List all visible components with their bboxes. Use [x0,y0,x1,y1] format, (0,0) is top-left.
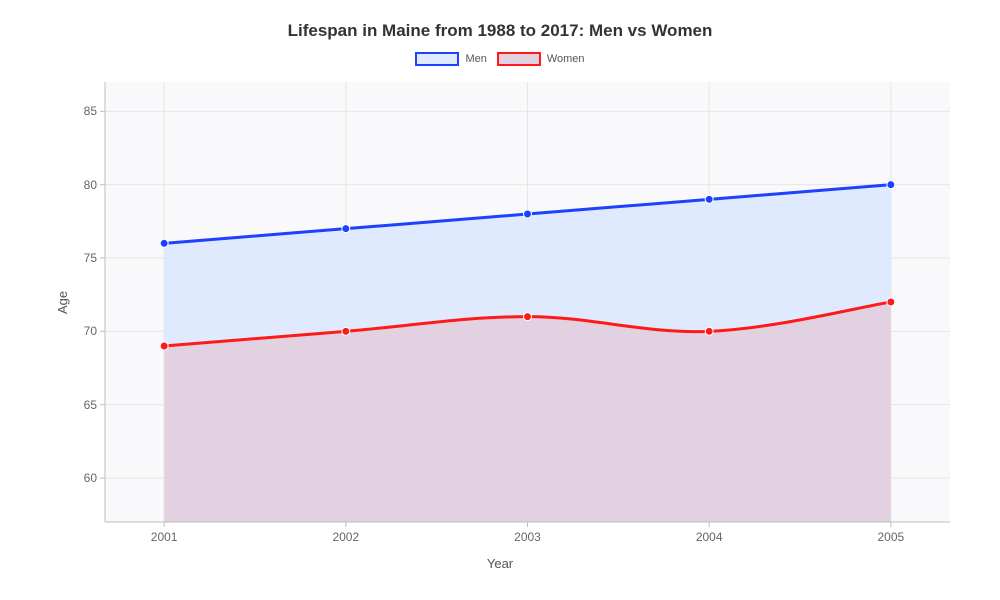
x-tick-2003: 2003 [514,522,541,544]
marker-men-2[interactable] [524,210,532,218]
legend-item-men[interactable]: Men [415,52,486,66]
chart-svg [105,82,950,522]
legend-swatch-men [415,52,459,66]
marker-men-0[interactable] [160,239,168,247]
y-tick-75: 75 [84,251,105,265]
legend-swatch-women [497,52,541,66]
y-tick-85: 85 [84,104,105,118]
y-tick-80: 80 [84,178,105,192]
marker-men-4[interactable] [887,181,895,189]
legend-label-men: Men [465,53,486,65]
x-axis-title: Year [0,556,1000,571]
plot-area: 60657075808520012002200320042005 [105,82,950,522]
y-tick-65: 65 [84,398,105,412]
x-tick-2002: 2002 [332,522,359,544]
marker-women-4[interactable] [887,298,895,306]
marker-women-2[interactable] [524,313,532,321]
x-tick-2004: 2004 [696,522,723,544]
marker-men-3[interactable] [705,195,713,203]
legend-item-women[interactable]: Women [497,52,585,66]
marker-women-1[interactable] [342,327,350,335]
legend-label-women: Women [547,53,585,65]
lifespan-chart: Lifespan in Maine from 1988 to 2017: Men… [0,0,1000,600]
x-tick-2005: 2005 [877,522,904,544]
chart-title: Lifespan in Maine from 1988 to 2017: Men… [0,21,1000,41]
marker-women-0[interactable] [160,342,168,350]
chart-legend: Men Women [0,52,1000,66]
marker-women-3[interactable] [705,327,713,335]
y-tick-70: 70 [84,324,105,338]
y-tick-60: 60 [84,471,105,485]
x-tick-2001: 2001 [151,522,178,544]
marker-men-1[interactable] [342,225,350,233]
y-axis-title: Age [55,291,70,314]
